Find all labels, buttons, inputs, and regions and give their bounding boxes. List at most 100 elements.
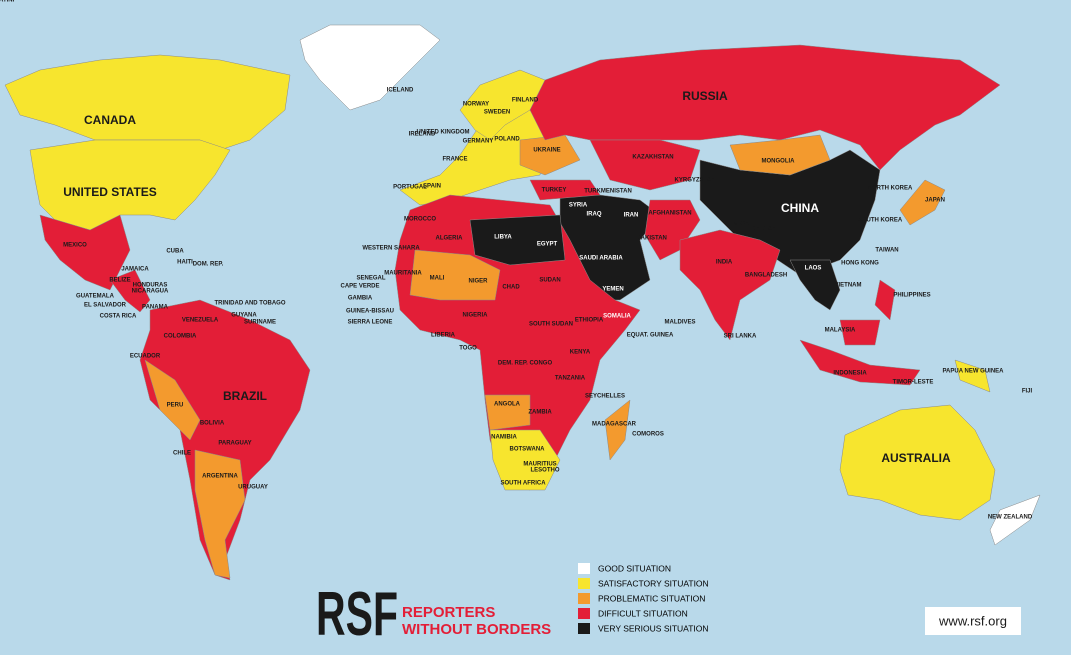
papua-new-guinea [954,359,991,393]
country-label: VIETNAM [835,283,862,289]
country-label: FINLAND [512,98,539,104]
country-label: PARAGUAY [218,441,251,447]
country-label: CUBA [166,249,184,255]
country-label: CHINA [781,201,819,215]
country-label: MALDIVES [664,320,695,326]
country-label: BOLIVIA [200,421,225,427]
logo-line: REPORTERS [402,604,495,621]
country-label: EL SALVADOR [84,303,127,309]
country-label: AFGHANISTAN [648,211,691,217]
country-label: TAIWAN [875,248,898,254]
country-labels: CANADA UNITED STATES MEXICO RUSSIA CHINA BRAZ… [0,0,1033,521]
legend-swatch [578,563,590,574]
country-label: IRAN [624,213,639,219]
country-label: FRANCE [443,157,468,163]
country-label: INDONESIA [833,371,867,377]
country-label: BANGLADESH [745,273,787,279]
country-label: MALI [430,276,445,282]
indonesia [799,339,921,386]
country-label: CANADA [84,113,136,127]
country-label: WESTERN SAHARA [362,246,420,252]
india [679,229,781,341]
country-label: BOTSWANA [510,447,546,453]
country-label: ANGOLA [494,402,521,408]
country-label: SENEGAL [356,276,385,282]
country-label: BHUTAN [752,227,777,233]
country-label: COLOMBIA [164,334,197,340]
country-label: PORTUGAL [393,185,427,191]
legend-swatch [578,593,590,604]
country-label: PAKISTAN [637,236,667,242]
country-label: SOUTH AFRICA [500,481,546,487]
argentina [194,449,246,579]
country-label: ZAMBIA [528,410,552,416]
angola [484,394,531,431]
legend-label: PROBLEMATIC SITUATION [598,593,705,603]
country-label: GUINEA-BISSAU [346,309,394,315]
country-label: NAMIBIA [491,435,517,441]
legend: GOOD SITUATION SATISFACTORY SITUATION PR… [578,563,709,634]
country-label: LAOS [805,266,822,272]
russia [529,44,1001,171]
country-label: GAMBIA [348,296,373,302]
legend-label: VERY SERIOUS SITUATION [598,623,709,633]
country-label: PHILIPPINES [893,293,930,299]
country-label: BRAZIL [223,389,267,403]
country-label: MAURITANIA [384,271,422,277]
country-label: SOUTH KOREA [858,218,903,224]
mexico [39,214,131,291]
country-label: MADAGASCAR [592,422,637,428]
country-label: NORTH KOREA [868,186,913,192]
country-label: NORWAY [463,102,489,108]
libya-egypt [469,214,566,266]
country-label: EGYPT [537,242,558,248]
country-label: SYRIA [569,203,588,209]
country-label: JAPAN [925,198,945,204]
country-label: DEM. REP. CONGO [498,361,553,367]
japan [899,179,946,226]
madagascar [604,399,631,461]
kazakhstan [589,139,701,191]
country-label: ETHIOPIA [575,318,604,324]
country-label: CHILE [173,451,191,457]
country-label: IRAQ [587,212,602,218]
country-label: TIMOR-LESTE [893,380,934,386]
country-label: SUDAN [539,278,560,284]
country-label: TURKMENISTAN [584,189,632,195]
country-label: SOMALIA [603,314,631,320]
legend-label: SATISFACTORY SITUATION [598,578,709,588]
country-label: SPAIN [423,184,441,190]
greenland [299,24,441,111]
country-label: EQUAT. GUINEA [627,333,674,339]
country-label: NICARAGUA [132,289,169,295]
central-america [109,269,151,313]
country-label: CAPE VERDE [340,284,379,290]
country-label: POLAND [494,137,520,143]
country-label: PERU [167,403,184,409]
country-label: MAURITIUS [523,462,556,468]
legend-swatch [578,623,590,634]
country-label: HAITI [177,260,193,266]
country-label: MONGOLIA [762,159,796,165]
country-label: LIBYA [494,235,512,241]
country-label: TURKEY [542,188,567,194]
country-label: LESOTHO [530,468,559,474]
country-label: DOM. REP. [193,262,224,268]
legend-swatch [578,608,590,619]
country-label: GERMANY [463,139,494,145]
peru [144,359,201,441]
country-label: SURINAME [244,320,276,326]
url[interactable]: www.rsf.org [938,613,1007,628]
borneo [839,319,881,346]
new-zealand [989,494,1041,546]
country-label: MEXICO [63,243,87,249]
canada [4,54,291,151]
country-label: URUGUAY [238,485,268,491]
country-label: SIERRA LEONE [348,320,393,326]
country-label: CHAD [502,285,520,291]
country-label: COSTA RICA [100,314,137,320]
turkey [529,179,601,201]
country-label: SOUTH SUDAN [529,322,573,328]
country-label: MOROCCO [404,217,436,223]
